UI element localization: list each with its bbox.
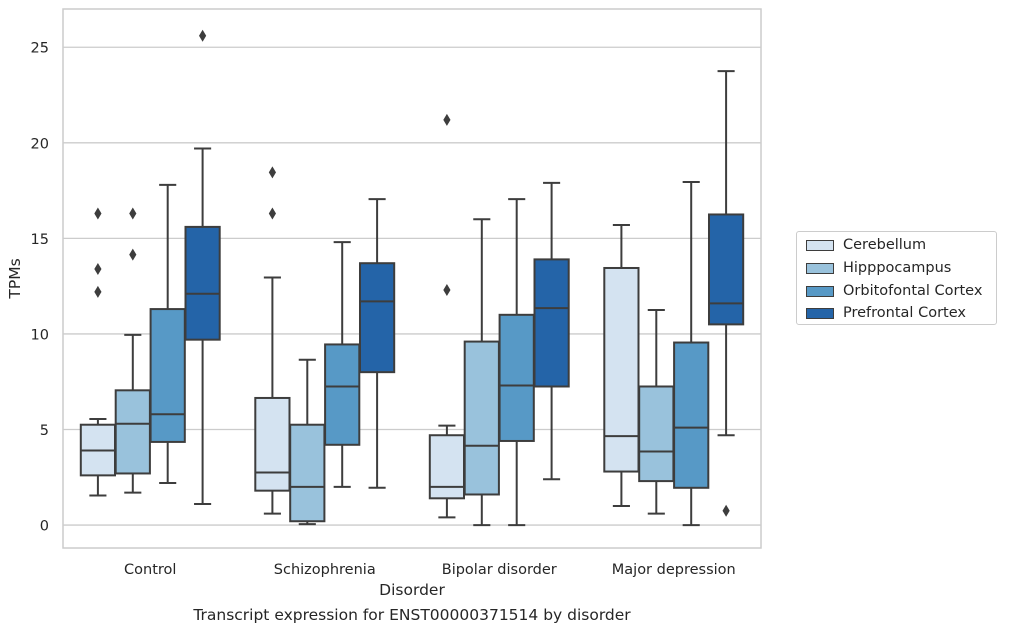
box-control-prefrontal-cortex-outlier-0 <box>199 29 207 42</box>
box-bipolar-disorder-cerebellum <box>428 113 466 519</box>
box-schizophrenia-orbitofontal-cortex <box>324 241 361 488</box>
box-major-depression-prefrontal-cortex <box>707 70 745 517</box>
box-series <box>79 29 745 527</box>
box-major-depression-orbitofontal-cortex-iqr <box>673 341 710 489</box>
box-control-prefrontal-cortex-iqr <box>184 225 221 341</box>
box-control-cerebellum-outlier-2 <box>94 207 102 220</box>
legend-swatch-orbitofontal-cortex <box>806 285 834 297</box>
x-tick-label-major-depression: Major depression <box>612 562 736 578</box>
x-tick-label-schizophrenia: Schizophrenia <box>274 562 376 578</box>
box-major-depression-prefrontal-cortex-iqr <box>707 213 745 326</box>
box-bipolar-disorder-cerebellum-outlier-0 <box>443 283 451 296</box>
legend-label-prefrontal-cortex: Prefrontal Cortex <box>843 305 966 321</box>
legend: Cerebellum Hipppocampus Orbitofontal Cor… <box>796 231 997 325</box>
box-bipolar-disorder-cerebellum-outlier-1 <box>443 113 451 126</box>
box-schizophrenia-cerebellum-outlier-1 <box>268 166 276 179</box>
box-schizophrenia-hipppocampus-iqr <box>289 423 326 523</box>
box-major-depression-cerebellum <box>603 223 640 507</box>
box-bipolar-disorder-cerebellum-iqr <box>428 434 466 500</box>
legend-label-orbitofontal-cortex: Orbitofontal Cortex <box>843 283 983 299</box>
legend-item-prefrontal-cortex: Prefrontal Cortex <box>806 304 966 322</box>
y-tick-label-20: 20 <box>31 136 49 152</box>
box-schizophrenia-hipppocampus <box>289 358 326 526</box>
box-schizophrenia-prefrontal-cortex <box>358 198 396 489</box>
plot-frame <box>62 8 762 549</box>
box-control-cerebellum-outlier-1 <box>94 262 102 275</box>
box-bipolar-disorder-orbitofontal-cortex-iqr <box>498 313 535 442</box>
box-bipolar-disorder-orbitofontal-cortex <box>498 198 535 527</box>
x-tick-labels: Control Schizophrenia Bipolar disorder Majo… <box>124 562 736 578</box>
box-major-depression-orbitofontal-cortex <box>673 180 710 527</box>
box-major-depression-hipppocampus <box>638 309 675 515</box>
box-major-depression-prefrontal-cortex-outlier-0 <box>722 504 730 517</box>
box-schizophrenia-orbitofontal-cortex-iqr <box>324 343 361 446</box>
box-schizophrenia-cerebellum <box>254 166 291 515</box>
x-tick-label-bipolar-disorder: Bipolar disorder <box>442 562 557 578</box>
box-control-orbitofontal-cortex-iqr <box>149 308 186 443</box>
box-bipolar-disorder-prefrontal-cortex-iqr <box>533 258 570 388</box>
x-tick-label-control: Control <box>124 562 176 578</box>
y-tick-label-0: 0 <box>40 519 49 535</box>
box-control-hipppocampus <box>114 207 151 494</box>
box-major-depression-hipppocampus-iqr <box>638 385 675 483</box>
box-control-orbitofontal-cortex <box>149 183 186 485</box>
legend-item-orbitofontal-cortex: Orbitofontal Cortex <box>806 282 982 300</box>
y-tick-label-10: 10 <box>31 327 49 343</box>
box-control-cerebellum-outlier-0 <box>94 285 102 298</box>
chart-caption: Transcript expression for ENST0000037151… <box>193 606 631 624</box>
legend-label-hipppocampus: Hipppocampus <box>843 260 952 276</box>
box-bipolar-disorder-hipppocampus <box>463 218 500 527</box>
legend-item-cerebellum: Cerebellum <box>806 236 926 254</box>
box-control-hipppocampus-iqr <box>114 389 151 475</box>
y-tick-label-25: 25 <box>31 41 49 57</box>
box-schizophrenia-prefrontal-cortex-iqr <box>358 262 396 374</box>
box-control-hipppocampus-outlier-0 <box>129 248 137 261</box>
legend-swatch-prefrontal-cortex <box>806 307 834 319</box>
box-major-depression-cerebellum-iqr <box>603 266 640 473</box>
box-bipolar-disorder-prefrontal-cortex <box>533 181 570 481</box>
legend-swatch-cerebellum <box>806 239 834 251</box>
legend-item-hipppocampus: Hipppocampus <box>806 259 951 277</box>
y-tick-label-5: 5 <box>40 423 49 439</box>
y-tick-label-15: 15 <box>31 232 49 248</box>
legend-label-cerebellum: Cerebellum <box>843 237 927 253</box>
x-axis-label: Disorder <box>379 581 445 599</box>
y-tick-labels: 0 5 10 15 20 25 <box>31 41 49 535</box>
y-axis-label: TPMs <box>6 258 24 299</box>
box-control-prefrontal-cortex <box>184 29 221 506</box>
box-control-hipppocampus-outlier-1 <box>129 207 137 220</box>
box-schizophrenia-cerebellum-outlier-0 <box>268 207 276 220</box>
legend-swatch-hipppocampus <box>806 262 834 274</box>
box-control-cerebellum <box>79 207 117 497</box>
box-bipolar-disorder-hipppocampus-iqr <box>463 340 500 496</box>
box-schizophrenia-cerebellum-iqr <box>254 396 291 492</box>
